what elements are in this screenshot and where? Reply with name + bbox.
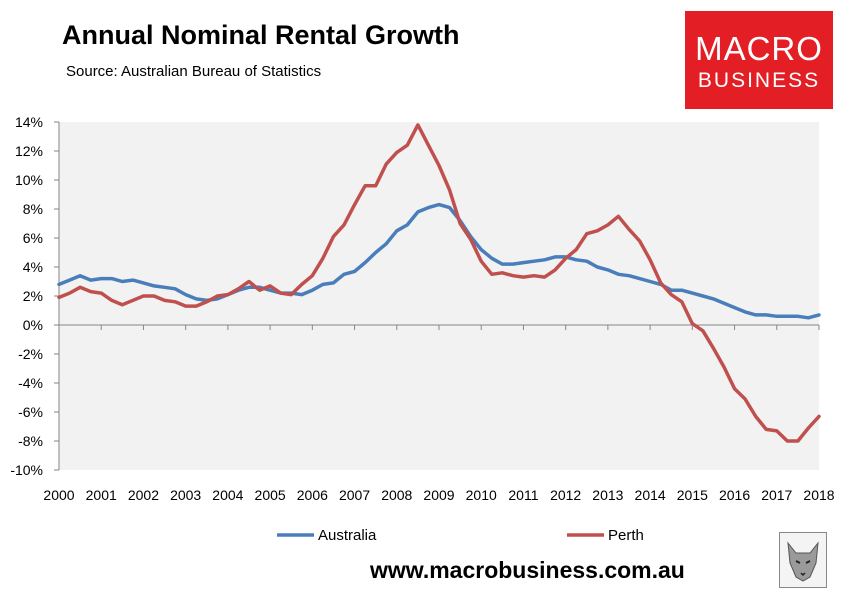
- y-tick-label: 0%: [23, 317, 43, 333]
- x-tick-label: 2014: [635, 487, 666, 503]
- legend-label-australia: Australia: [318, 527, 377, 544]
- x-tick-label: 2007: [339, 487, 370, 503]
- y-tick-label: 6%: [23, 230, 43, 246]
- x-tick-label: 2001: [86, 487, 117, 503]
- chart-title: Annual Nominal Rental Growth: [62, 20, 460, 50]
- wolf-icon: [779, 532, 827, 588]
- x-tick-label: 2008: [381, 487, 412, 503]
- x-tick-label: 2005: [255, 487, 286, 503]
- x-tick-label: 2015: [677, 487, 708, 503]
- x-tick-label: 2010: [466, 487, 497, 503]
- chart-source: Source: Australian Bureau of Statistics: [66, 63, 322, 80]
- legend-label-perth: Perth: [608, 527, 644, 544]
- x-tick-label: 2017: [761, 487, 792, 503]
- x-tick-label: 2013: [592, 487, 623, 503]
- x-tick-label: 2000: [43, 487, 74, 503]
- x-tick-label: 2018: [803, 487, 834, 503]
- y-tick-label: 12%: [15, 143, 43, 159]
- x-tick-label: 2016: [719, 487, 750, 503]
- series-line-australia: [57, 202, 821, 320]
- y-tick-label: -2%: [18, 346, 43, 362]
- x-tick-label: 2003: [170, 487, 201, 503]
- x-tick-label: 2004: [212, 487, 243, 503]
- x-tick-label: 2006: [297, 487, 328, 503]
- x-tick-label: 2002: [128, 487, 159, 503]
- logo-line-1: MACRO: [695, 30, 823, 67]
- website-url[interactable]: www.macrobusiness.com.au: [370, 557, 685, 583]
- y-tick-label: 2%: [23, 288, 43, 304]
- x-tick-label: 2011: [508, 487, 538, 503]
- macrobusiness-logo: MACRO BUSINESS: [685, 11, 833, 109]
- x-tick-label: 2009: [423, 487, 454, 503]
- logo-line-2: BUSINESS: [697, 69, 821, 92]
- y-tick-label: 10%: [15, 172, 43, 188]
- series-line-perth: [57, 123, 821, 443]
- x-tick-label: 2012: [550, 487, 581, 503]
- y-tick-label: -8%: [18, 433, 43, 449]
- y-tick-label: -4%: [18, 375, 43, 391]
- y-tick-label: 14%: [15, 114, 43, 130]
- y-tick-label: -10%: [10, 462, 43, 478]
- y-tick-label: 4%: [23, 259, 43, 275]
- y-tick-label: 8%: [23, 201, 43, 217]
- y-tick-label: -6%: [18, 404, 43, 420]
